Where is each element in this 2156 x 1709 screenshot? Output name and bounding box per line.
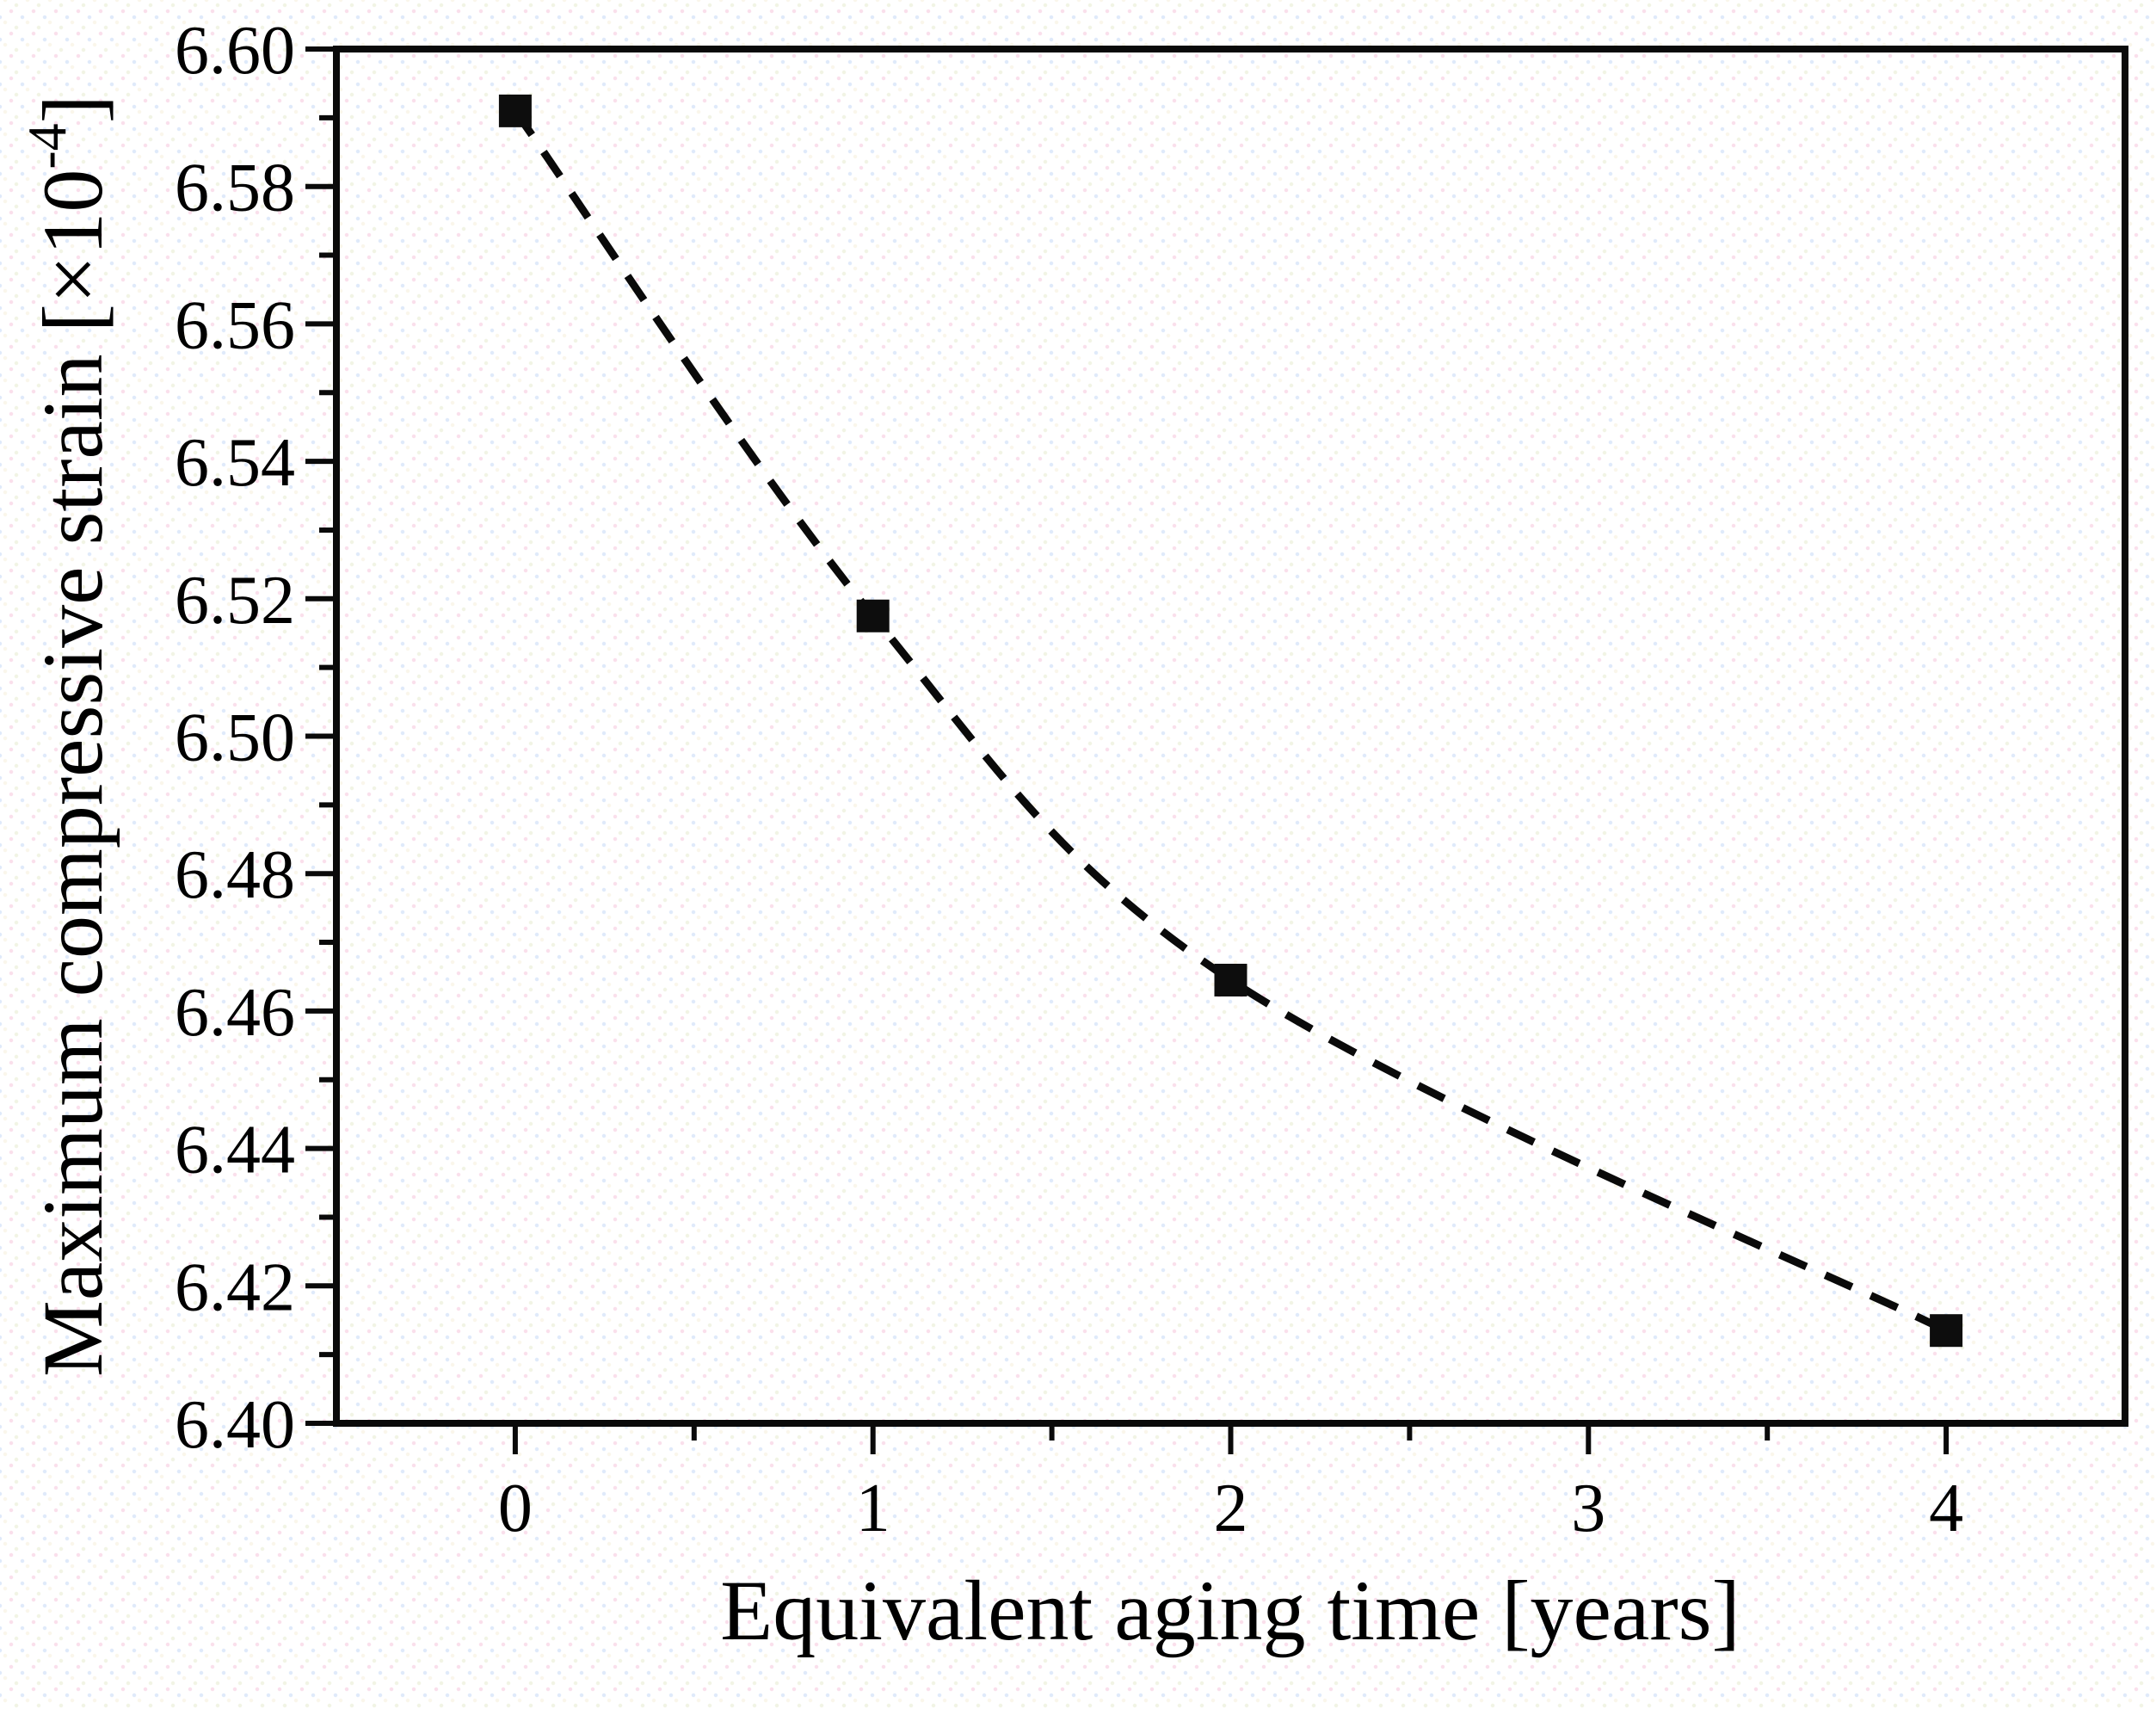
series-marker xyxy=(1214,963,1247,996)
x-tick-label: 4 xyxy=(1929,1471,1963,1546)
y-tick-label: 6.50 xyxy=(175,700,295,776)
plot-generated-layer: 6.40 6.42 6.44 6.46 6.48 6.50 6.52 6.54 6.56 6.58… xyxy=(175,13,2128,1546)
x-tick-label: 3 xyxy=(1571,1471,1605,1546)
y-tick-label: 6.56 xyxy=(175,287,295,363)
y-tick-label: 6.52 xyxy=(175,563,295,639)
x-tick-label: 1 xyxy=(856,1471,890,1546)
y-tick-label: 6.58 xyxy=(175,151,295,226)
y-axis-title-text: Maximum compressive strain [×10 xyxy=(25,170,120,1377)
x-tick-label: 0 xyxy=(498,1471,533,1546)
series-marker xyxy=(856,599,890,632)
y-tick-label: 6.42 xyxy=(175,1249,295,1325)
series-marker xyxy=(1930,1314,1963,1348)
y-axis-title: Maximum compressive strain [×10-4] xyxy=(16,95,120,1377)
series-line xyxy=(512,108,1949,1335)
x-tick-label: 2 xyxy=(1214,1471,1248,1546)
y-tick-label: 6.46 xyxy=(175,975,295,1051)
y-tick-label: 6.40 xyxy=(175,1387,295,1463)
x-axis-title: Equivalent aging time [years] xyxy=(720,1563,1740,1658)
y-tick-label: 6.54 xyxy=(175,425,295,501)
y-tick-label: 6.44 xyxy=(175,1113,295,1188)
y-tick-label: 6.48 xyxy=(175,837,295,913)
y-axis-title-suffix: ] xyxy=(25,95,120,123)
y-axis-title-exponent: -4 xyxy=(16,123,77,169)
x-axis-title-text: Equivalent aging time [years] xyxy=(720,1563,1740,1658)
series-marker xyxy=(498,94,532,127)
y-tick-label: 6.60 xyxy=(175,13,295,89)
plot-frame xyxy=(333,46,2128,1427)
